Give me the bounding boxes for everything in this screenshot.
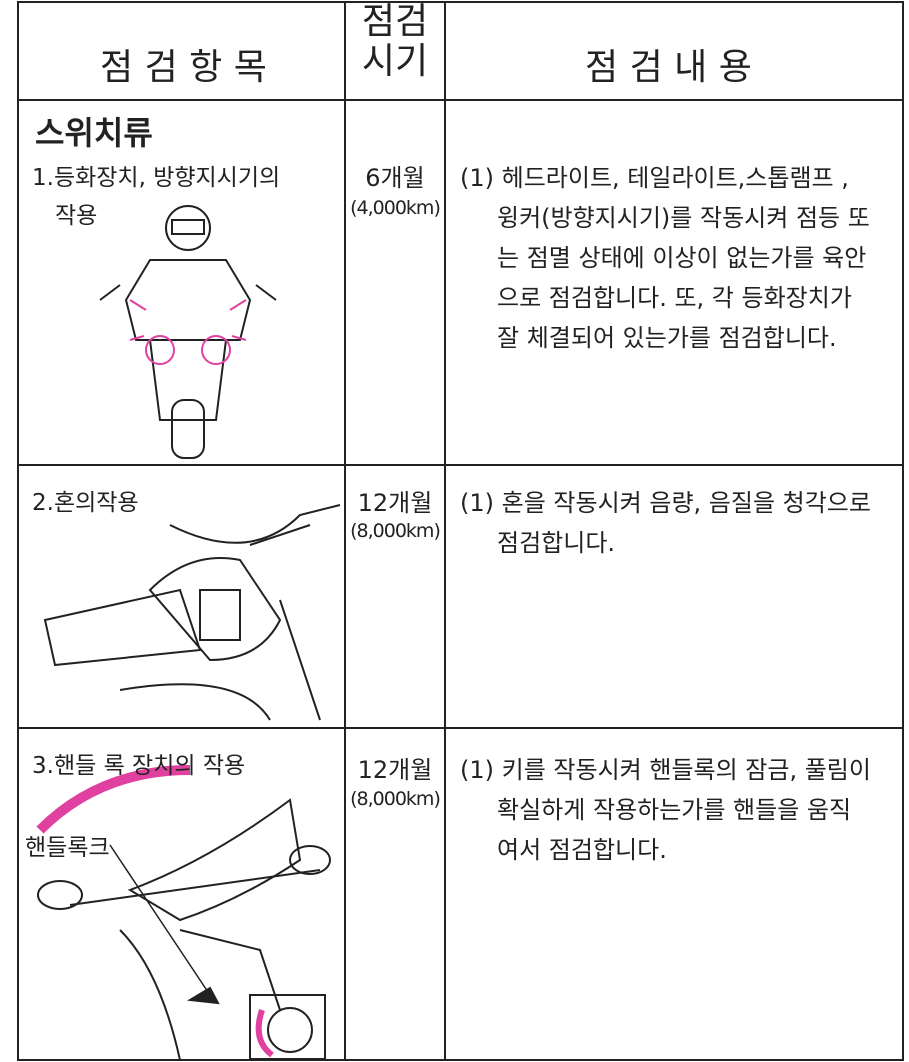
item: 3.핸들 록 장치의 작용 xyxy=(32,753,246,779)
period: 6개월 xyxy=(365,164,425,192)
content-line: 잘 체결되어 있는가를 점검합니다. xyxy=(497,324,837,352)
period: 12개월 xyxy=(357,756,433,784)
header-period-line: 점검 xyxy=(361,1,429,42)
section-title: 스위치류 xyxy=(35,114,153,152)
distance: (4,000km) xyxy=(350,197,441,219)
distance: (8,000km) xyxy=(350,788,441,810)
header-period: 점검 시기 xyxy=(345,2,445,82)
content-line: 는 점멸 상태에 이상이 없는가를 육안 xyxy=(497,244,867,272)
content-line: 으로 점검합니다. 또, 각 등화장치가 xyxy=(497,284,852,312)
item: 2.혼의작용 xyxy=(32,490,139,516)
handlebar-illustration xyxy=(43,504,341,721)
content-line: (1) 혼을 작동시켜 음량, 음질을 청각으로 xyxy=(460,489,871,517)
content-line: 여서 점검합니다. xyxy=(497,836,667,864)
content-line: (1) 키를 작동시켜 핸들록의 잠금, 풀림이 xyxy=(460,756,871,784)
header-period-line: 시기 xyxy=(361,41,429,82)
content-line: 윙커(방향지시기)를 작동시켜 점등 또 xyxy=(497,204,870,232)
distance: (8,000km) xyxy=(350,520,441,542)
item: 1.등화장치, 방향지시기의 xyxy=(32,165,281,191)
header-item: 점 검 항 목 xyxy=(100,47,267,88)
content-line: 확실하게 작용하는가를 핸들을 움직 xyxy=(497,796,852,824)
content-line: 점검합니다. xyxy=(497,529,616,557)
callout-label: 핸들록크 xyxy=(25,835,110,861)
scooter-illustration xyxy=(36,765,331,1061)
item: 작용 xyxy=(55,203,98,229)
header-content: 점 검 내 용 xyxy=(585,47,752,88)
period: 12개월 xyxy=(357,489,433,517)
motorcycle-illustration xyxy=(99,205,277,459)
content-line: (1) 헤드라이트, 테일라이트,스톱램프 , xyxy=(460,164,849,192)
